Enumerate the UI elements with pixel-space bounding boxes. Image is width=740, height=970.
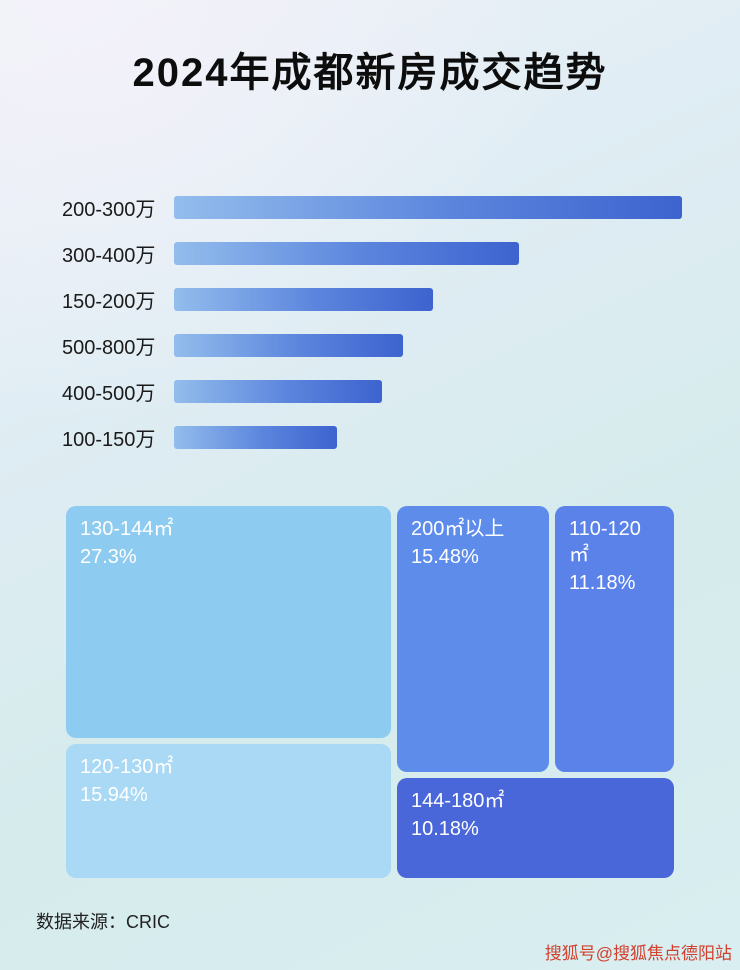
bar-track: [174, 288, 682, 311]
block-label: 120-130㎡: [80, 756, 174, 778]
bar: [174, 380, 383, 403]
bar: [174, 334, 403, 357]
bar-label: 150-200万: [62, 291, 156, 313]
treemap-block-144-180: 144-180㎡ 10.18%: [397, 778, 674, 878]
bar: [174, 288, 434, 311]
block-value: 15.48%: [411, 546, 479, 568]
bar-label: 500-800万: [62, 337, 156, 359]
bar-track: [174, 242, 682, 265]
bar-label: 100-150万: [62, 429, 156, 451]
block-value: 10.18%: [411, 818, 479, 840]
watermark: 搜狐号@搜狐焦点德阳站: [544, 944, 732, 963]
bar-row: 300-400万: [62, 242, 682, 267]
bar-label: 400-500万: [62, 383, 156, 405]
bar: [174, 426, 337, 449]
bar-label: 300-400万: [62, 245, 156, 267]
bar-track: [174, 426, 682, 449]
treemap-block-110-120: 110-120㎡ 11.18%: [555, 506, 674, 772]
block-value: 11.18%: [569, 572, 636, 594]
bar-row: 100-150万: [62, 426, 682, 451]
treemap-block-120-130: 120-130㎡ 15.94%: [66, 744, 391, 878]
infographic: 2024年成都新房成交趋势 200-300万 300-400万 150-200万 50…: [36, 51, 732, 963]
bar-track: [174, 380, 682, 403]
bar: [174, 196, 682, 219]
block-label: 144-180㎡: [411, 790, 505, 812]
bar-row: 150-200万: [62, 288, 682, 313]
bar-row: 400-500万: [62, 380, 682, 405]
bar-track: [174, 334, 682, 357]
block-label: 110-120㎡: [569, 518, 641, 566]
treemap-block-200-plus: 200㎡以上 15.48%: [397, 506, 549, 772]
data-source: 数据来源：CRIC: [36, 912, 170, 932]
treemap: 130-144㎡ 27.3% 120-130㎡ 15.94% 200㎡以上 15…: [66, 506, 674, 878]
block-label: 130-144㎡: [80, 518, 174, 540]
page-title: 2024年成都新房成交趋势: [132, 51, 608, 95]
treemap-block-130-144: 130-144㎡ 27.3%: [66, 506, 391, 738]
block-value: 27.3%: [80, 546, 137, 568]
bar-row: 500-800万: [62, 334, 682, 359]
block-value: 15.94%: [80, 784, 148, 806]
bar-chart: 200-300万 300-400万 150-200万 500-800万 400-500万…: [62, 196, 682, 451]
bar-track: [174, 196, 682, 219]
bar-label: 200-300万: [62, 199, 156, 221]
bar: [174, 242, 520, 265]
block-label: 200㎡以上: [411, 518, 505, 540]
bar-row: 200-300万: [62, 196, 682, 221]
